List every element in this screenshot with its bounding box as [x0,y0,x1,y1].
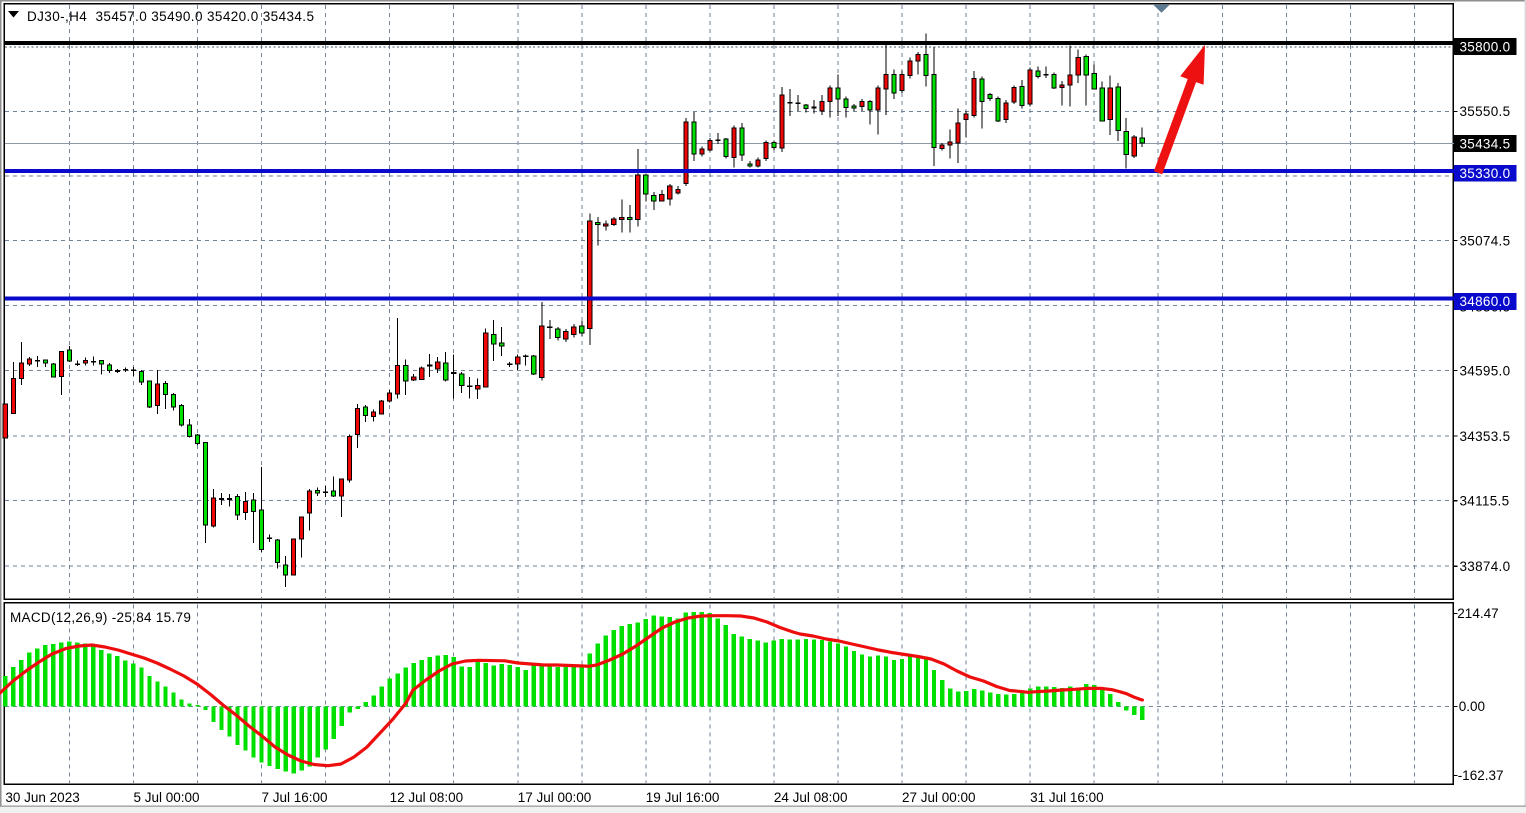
svg-text:214.47: 214.47 [1457,606,1498,621]
svg-text:DJ30-,H4 35457.0 35490.0 3542: DJ30-,H4 35457.0 35490.0 35420.0 35434.5 [27,9,314,24]
svg-text:17 Jul 00:00: 17 Jul 00:00 [518,790,592,805]
svg-text:MACD(12,26,9) -25.84 15.79: MACD(12,26,9) -25.84 15.79 [10,610,191,625]
svg-text:31 Jul 16:00: 31 Jul 16:00 [1030,790,1104,805]
svg-text:35330.0: 35330.0 [1460,166,1511,181]
svg-text:30 Jun 2023: 30 Jun 2023 [5,790,79,805]
svg-text:34353.5: 34353.5 [1460,429,1511,444]
svg-text:35074.5: 35074.5 [1460,233,1511,248]
svg-text:0.00: 0.00 [1459,699,1485,714]
svg-text:19 Jul 16:00: 19 Jul 16:00 [646,790,720,805]
svg-text:35800.0: 35800.0 [1460,39,1511,54]
svg-text:35550.5: 35550.5 [1460,104,1511,119]
svg-text:33874.0: 33874.0 [1460,559,1511,574]
svg-text:24 Jul 08:00: 24 Jul 08:00 [774,790,848,805]
svg-text:-162.37: -162.37 [1458,768,1504,783]
svg-text:35434.5: 35434.5 [1460,136,1511,151]
svg-text:5 Jul 00:00: 5 Jul 00:00 [134,790,200,805]
svg-text:7 Jul 16:00: 7 Jul 16:00 [262,790,328,805]
svg-text:12 Jul 08:00: 12 Jul 08:00 [390,790,464,805]
svg-text:34115.5: 34115.5 [1460,493,1510,508]
svg-text:34595.0: 34595.0 [1460,363,1511,378]
svg-text:27 Jul 00:00: 27 Jul 00:00 [902,790,976,805]
svg-text:34860.0: 34860.0 [1460,294,1511,309]
